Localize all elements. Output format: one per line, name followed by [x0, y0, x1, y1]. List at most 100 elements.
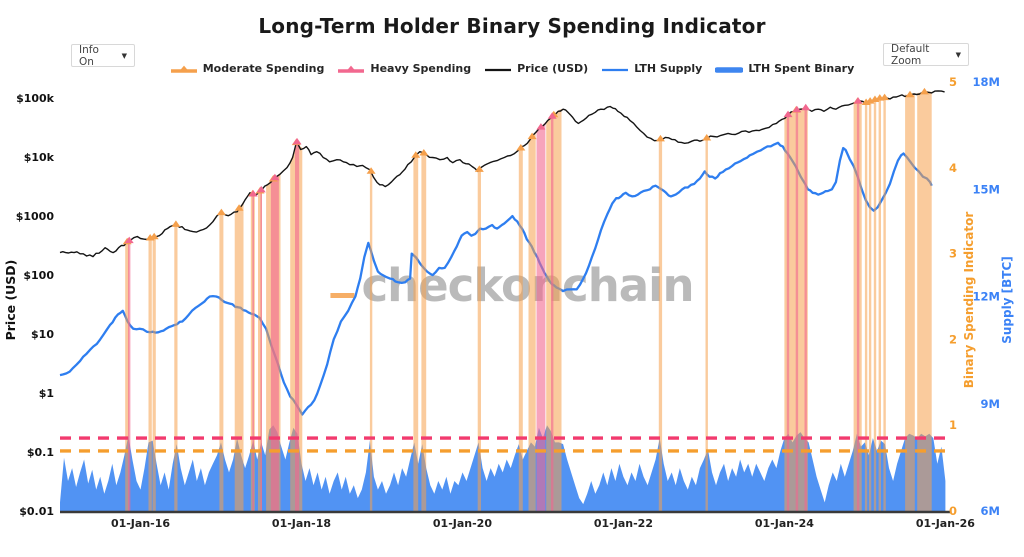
moderate-spending-bars-bar	[219, 211, 224, 511]
heavy-spending-markers-marker	[783, 110, 793, 118]
supply-tick-label: 15M	[973, 182, 1000, 196]
legend-marker-icon	[602, 68, 629, 71]
chevron-down-icon: ▼	[121, 51, 127, 60]
supply-tick-label: 18M	[973, 75, 1000, 89]
indicator-tick-label: 0	[949, 504, 957, 518]
moderate-spending-markers-marker	[474, 165, 484, 172]
heavy-spending-bars-bar	[536, 122, 546, 511]
heavy-spending-bars	[128, 100, 860, 512]
heavy-spending-markers-marker	[801, 103, 811, 111]
moderate-spending-markers-marker	[216, 208, 226, 216]
x-axis: 01-Jan-16 01-Jan-18 01-Jan-20 01-Jan-22 01-J…	[60, 510, 975, 530]
heavy-spending-bars-bar	[786, 113, 790, 512]
moderate-spending-bars-bar	[413, 152, 419, 512]
moderate-spending-markers-marker	[865, 97, 875, 104]
moderate-spending-bars-bar	[905, 93, 915, 511]
chevron-down-icon: ▼	[955, 50, 961, 59]
heavy-spending-markers-marker	[270, 173, 280, 181]
legend-item-label: Price (USD)	[517, 62, 589, 75]
threshold-lines	[60, 436, 947, 453]
legend-marker-icon	[170, 65, 197, 73]
x-tick-label: 01-Jan-16	[111, 517, 170, 530]
legend-item-heavy-spending[interactable]: Heavy Spending	[337, 62, 471, 75]
heavy-spending-markers-marker	[248, 189, 258, 197]
price-tick-label: $1000	[16, 210, 55, 223]
heavy-spending-bars-bar	[252, 193, 254, 511]
supply-tick-label: 6M	[981, 504, 1000, 518]
moderate-spending-markers-marker	[919, 87, 929, 95]
y-axis-price: $100k $10k $1000 $100 $10 $1 $0.1 $0.01 Price (U…	[3, 92, 55, 518]
legend-marker-icon	[485, 68, 512, 71]
zoom-dropdown[interactable]: Default Zoom ▼	[883, 42, 969, 67]
indicator-tick-label: 1	[949, 418, 957, 432]
price	[59, 90, 945, 258]
moderate-spending-markers-marker	[880, 93, 890, 101]
moderate-spending-bars-bar	[917, 91, 932, 511]
heavy-spending-bars-bar	[295, 141, 300, 512]
legend-item-lth-supply[interactable]: LTH Supply	[601, 62, 702, 75]
moderate-spending-markers-marker	[171, 220, 181, 227]
heavy-spending-markers-marker	[124, 236, 134, 244]
moderate-spending-markers-marker	[411, 151, 421, 158]
legend-item-label: LTH Supply	[634, 62, 703, 75]
lth-supply	[59, 141, 933, 416]
x-tick-label: 01-Jan-22	[594, 517, 653, 530]
price-tick-label: $10k	[24, 151, 55, 164]
moderate-spending-bars-bar	[705, 137, 708, 511]
price-tick-label: $10	[31, 328, 54, 341]
legend-item-price-usd-[interactable]: Price (USD)	[484, 62, 588, 75]
moderate-spending-bars-bar	[421, 151, 427, 511]
info-dropdown[interactable]: Info On ▼	[71, 43, 135, 68]
moderate-spending-bars-bar	[369, 168, 373, 511]
moderate-spending-markers-marker	[527, 132, 537, 140]
legend-item-moderate-spending[interactable]: Moderate Spending	[170, 62, 325, 75]
moderate-spending-markers-marker	[516, 143, 526, 151]
moderate-spending-bars-bar	[873, 98, 877, 511]
supply-axis-title: Supply [BTC]	[1000, 256, 1014, 344]
moderate-spending-bars-bar	[864, 101, 868, 511]
indicator-tick-label: 2	[949, 332, 957, 346]
zoom-dropdown-label: Default Zoom	[891, 42, 930, 67]
price-tick-label: $0.1	[27, 446, 54, 459]
moderate-spending-markers-marker	[905, 90, 915, 98]
price-line	[59, 90, 945, 258]
lth-spent-binary	[60, 425, 946, 511]
heavy-spending-bars-bar	[856, 100, 860, 512]
supply-tick-label: 12M	[973, 290, 1000, 304]
heavy-spending-markers-marker	[536, 123, 546, 130]
moderate-spending-markers-marker	[149, 232, 159, 240]
legend: Moderate Spending Heavy Spending Price (US…	[0, 62, 1024, 75]
moderate-spending-markers-marker	[366, 167, 376, 174]
indicator-tick-label: 3	[949, 247, 957, 261]
legend-item-lth-spent-binary[interactable]: LTH Spent Binary	[715, 62, 854, 75]
heavy-spending-bars-bar	[128, 239, 131, 511]
price-tick-label: $1	[39, 387, 54, 400]
heavy-spending-bars-bar	[804, 107, 807, 512]
moderate-spending-bars-bar	[546, 108, 562, 512]
x-tick-label: 01-Jan-18	[272, 517, 331, 530]
lth-spent-binary-area	[60, 425, 946, 511]
heavy-spending-bars-bar	[270, 174, 279, 511]
lth-supply-line	[59, 141, 933, 416]
y-axis-supply: 6M 9M 12M 15M 18M Supply [BTC]	[973, 75, 1014, 518]
legend-item-label: LTH Spent Binary	[748, 62, 855, 75]
x-tick-label: 01-Jan-24	[755, 517, 814, 530]
moderate-spending-bars-bar	[152, 235, 156, 511]
moderate-spending-bars-bar	[518, 145, 523, 511]
legend-marker-icon	[715, 66, 744, 73]
moderate-spending-markers-marker	[234, 204, 244, 211]
heavy-spending-markers-marker	[256, 185, 266, 193]
heavy-spending-bars-bar	[795, 108, 799, 512]
moderate-spending-bars-bar	[658, 137, 663, 511]
price-tick-label: $0.01	[19, 505, 54, 518]
supply-tick-label: 9M	[981, 397, 1000, 411]
moderate-spending-bars-bar	[878, 97, 881, 511]
heavy-spending-markers-marker	[547, 112, 557, 119]
price-tick-label: $100	[23, 269, 54, 282]
moderate-spending-bars-bar	[148, 237, 152, 511]
info-dropdown-label: Info On	[79, 43, 99, 68]
legend-item-label: Moderate Spending	[202, 62, 325, 75]
y-axis-indicator: 0 1 2 3 4 5 Binary Spending Indicator	[949, 75, 976, 518]
